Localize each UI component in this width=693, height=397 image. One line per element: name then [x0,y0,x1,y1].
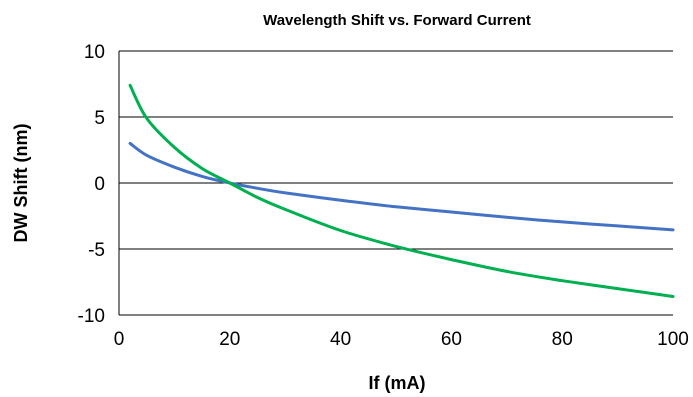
x-axis-label: If (mA) [369,373,426,393]
series-layer [128,83,675,298]
x-tick-label-5: 100 [657,329,689,350]
grid-layer [118,50,673,316]
x-tick-label-4: 80 [552,329,573,350]
tick-layer: 10 5 0 -5 -10 0 20 40 60 80 100 [78,42,689,350]
y-tick-label-3: -5 [88,240,105,261]
x-tick-label-3: 60 [441,329,462,350]
y-tick-label-1: 5 [94,108,105,129]
x-tick-label-0: 0 [114,329,125,350]
y-tick-label-0: 10 [84,42,105,63]
series-line-0 [128,141,675,232]
y-tick-label-4: -10 [78,306,105,327]
y-tick-label-2: 0 [94,174,105,195]
x-tick-label-2: 40 [330,329,351,350]
y-axis-label: DW Shift (nm) [11,124,31,243]
x-tick-label-1: 20 [219,329,240,350]
series-line-1 [128,83,675,298]
chart-title: Wavelength Shift vs. Forward Current [263,12,531,29]
